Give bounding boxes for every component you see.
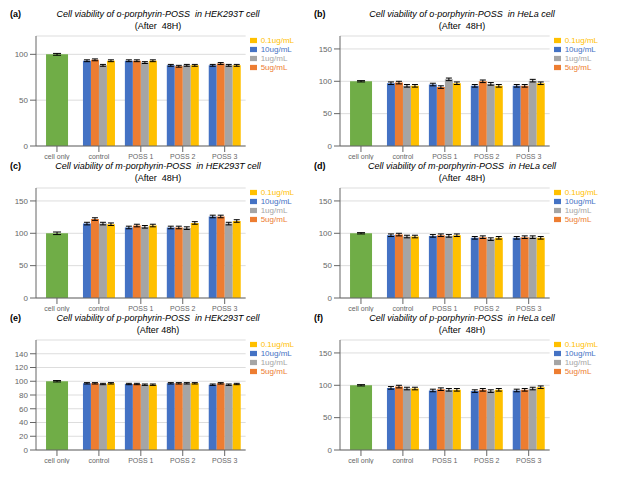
html-text:10ug/mL: 10ug/mL [260,197,292,206]
svg-text:control: control [392,153,413,160]
svg-text:cell only: cell only [44,153,70,160]
html-text:0.1ug/mL: 0.1ug/mL [564,340,598,349]
html-text:10ug/mL: 10ug/mL [260,349,292,358]
svg-text:80: 80 [19,391,28,400]
html-text:5ug/mL: 5ug/mL [564,215,592,224]
svg-text:cell only: cell only [44,457,70,464]
svg-text:POSS 1: POSS 1 [128,305,153,312]
svg-text:POSS 2: POSS 2 [170,305,195,312]
html-text:5ug/mL: 5ug/mL [260,63,288,72]
html-text:0.1ug/mL: 0.1ug/mL [564,188,598,197]
svg-text:POSS 2: POSS 2 [474,457,499,464]
svg-text:100: 100 [319,77,333,86]
html-text:(After 48H): (After 48H) [438,325,486,335]
svg-text:0: 0 [24,446,29,455]
html-text:0.1ug/mL: 0.1ug/mL [260,36,294,45]
svg-text:40: 40 [19,418,28,427]
html-text:5ug/mL: 5ug/mL [260,367,288,376]
svg-text:100: 100 [319,229,333,238]
svg-text:POSS 1: POSS 1 [432,153,457,160]
svg-text:POSS 3: POSS 3 [212,305,237,312]
svg-text:POSS 3: POSS 3 [516,457,541,464]
svg-text:POSS 2: POSS 2 [474,305,499,312]
html-text:10ug/mL: 10ug/mL [564,197,596,206]
svg-text:POSS 3: POSS 3 [516,153,541,160]
svg-text:150: 150 [15,197,29,206]
svg-text:POSS 1: POSS 1 [128,153,153,160]
html-text:(After 48H): (After 48H) [134,21,182,31]
svg-text:control: control [392,457,413,464]
svg-text:0: 0 [328,446,333,455]
svg-text:control: control [88,153,109,160]
html-text:5ug/mL: 5ug/mL [564,63,592,72]
html-text:1ug/mL: 1ug/mL [260,358,288,367]
html-text:(After 48H): (After 48H) [438,173,486,183]
html-text:(b): (b) [314,9,326,19]
html-text:1ug/mL: 1ug/mL [260,206,288,215]
svg-text:100: 100 [15,50,29,59]
svg-text:0: 0 [24,142,29,151]
svg-text:150: 150 [319,197,333,206]
svg-text:POSS 3: POSS 3 [212,153,237,160]
svg-text:50: 50 [323,413,332,422]
svg-text:POSS 1: POSS 1 [128,457,153,464]
html-text:(After 48h): (After 48h) [136,325,180,335]
svg-text:POSS 1: POSS 1 [432,305,457,312]
html-text:1ug/mL: 1ug/mL [564,54,592,63]
svg-text:cell only: cell only [348,305,374,312]
svg-text:100: 100 [15,377,29,386]
svg-text:control: control [392,305,413,312]
html-text:Cell viability of o-porphyrin-: Cell viability of o-porphyrin-POSS in HE… [56,9,260,19]
svg-text:100: 100 [15,229,29,238]
html-text:(c): (c) [10,161,21,171]
svg-text:POSS 3: POSS 3 [516,305,541,312]
html-text:10ug/mL: 10ug/mL [564,349,596,358]
svg-text:cell only: cell only [348,457,374,464]
svg-text:20: 20 [19,432,28,441]
svg-text:120: 120 [15,363,29,372]
svg-text:50: 50 [323,261,332,270]
svg-text:50: 50 [323,109,332,118]
svg-text:50: 50 [19,96,28,105]
svg-text:0: 0 [328,294,333,303]
svg-text:150: 150 [319,45,333,54]
html-text:(After 48H): (After 48H) [134,173,182,183]
svg-text:POSS 2: POSS 2 [170,457,195,464]
html-text:1ug/mL: 1ug/mL [564,358,592,367]
svg-text:POSS 3: POSS 3 [212,457,237,464]
html-text:0.1ug/mL: 0.1ug/mL [260,188,294,197]
svg-text:POSS 2: POSS 2 [170,153,195,160]
html-text:Cell viability of o-porphyrin-: Cell viability of o-porphyrin-POSS in He… [369,9,555,19]
html-text:Cell viability of p-porphyrin-: Cell viability of p-porphyrin-POSS in HE… [56,313,260,323]
svg-text:control: control [88,305,109,312]
svg-text:cell only: cell only [44,305,70,312]
svg-text:100: 100 [319,381,333,390]
html-text:Cell viability of p-porphyrin-: Cell viability of p-porphyrin-POSS in He… [369,313,555,323]
svg-text:POSS 1: POSS 1 [432,457,457,464]
svg-text:50: 50 [19,261,28,270]
html-text:10ug/mL: 10ug/mL [260,45,292,54]
html-text:(e): (e) [10,313,21,323]
html-text:(f): (f) [314,313,323,323]
svg-text:cell only: cell only [348,153,374,160]
svg-text:60: 60 [19,405,28,414]
svg-text:0: 0 [24,294,29,303]
html-text:0.1ug/mL: 0.1ug/mL [564,36,598,45]
svg-text:140: 140 [15,350,29,359]
html-text:5ug/mL: 5ug/mL [564,367,592,376]
html-text:0.1ug/mL: 0.1ug/mL [260,340,294,349]
html-text:(a): (a) [10,9,21,19]
svg-text:0: 0 [328,142,333,151]
html-text:1ug/mL: 1ug/mL [260,54,288,63]
html-text:10ug/mL: 10ug/mL [564,45,596,54]
html-text:Cell viability of m-porphyrin-: Cell viability of m-porphyrin-POSS in He… [368,161,556,171]
html-text:(After 48H): (After 48H) [438,21,486,31]
svg-text:control: control [88,457,109,464]
html-text:(d): (d) [314,161,326,171]
svg-text:150: 150 [319,349,333,358]
svg-text:POSS 2: POSS 2 [474,153,499,160]
html-text:1ug/mL: 1ug/mL [564,206,592,215]
html-text:Cell viability of m-porphyrin-: Cell viability of m-porphyrin-POSS in HE… [55,161,261,171]
html-text:5ug/mL: 5ug/mL [260,215,288,224]
